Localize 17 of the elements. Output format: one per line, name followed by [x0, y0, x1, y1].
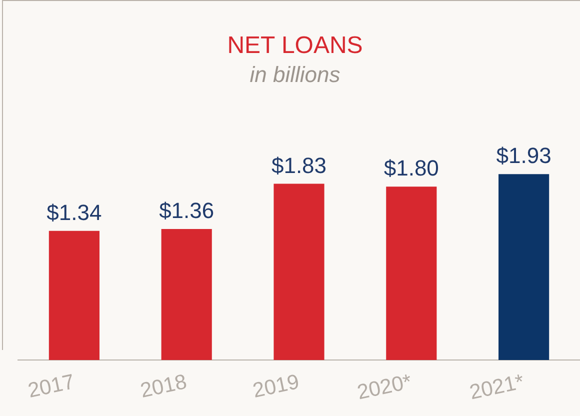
data-label: $1.34 [46, 200, 102, 225]
x-tick-label: 2017 [26, 370, 76, 403]
bar [498, 174, 550, 360]
x-tick-label: 2018 [138, 370, 189, 403]
data-label: $1.83 [271, 152, 327, 178]
bar [274, 184, 324, 360]
chart-title: NET LOANS [227, 32, 363, 60]
bar [161, 228, 212, 360]
data-label: $1.36 [159, 198, 214, 224]
chart-subtitle: in billions [250, 62, 340, 88]
x-tick-label: 2019 [250, 370, 302, 403]
bar [48, 230, 100, 360]
data-label: $1.93 [496, 143, 552, 168]
bar [386, 186, 437, 360]
x-tick-label: 2020* [355, 370, 414, 404]
data-label: $1.80 [384, 156, 439, 181]
x-tick-label: 2021* [468, 370, 526, 404]
